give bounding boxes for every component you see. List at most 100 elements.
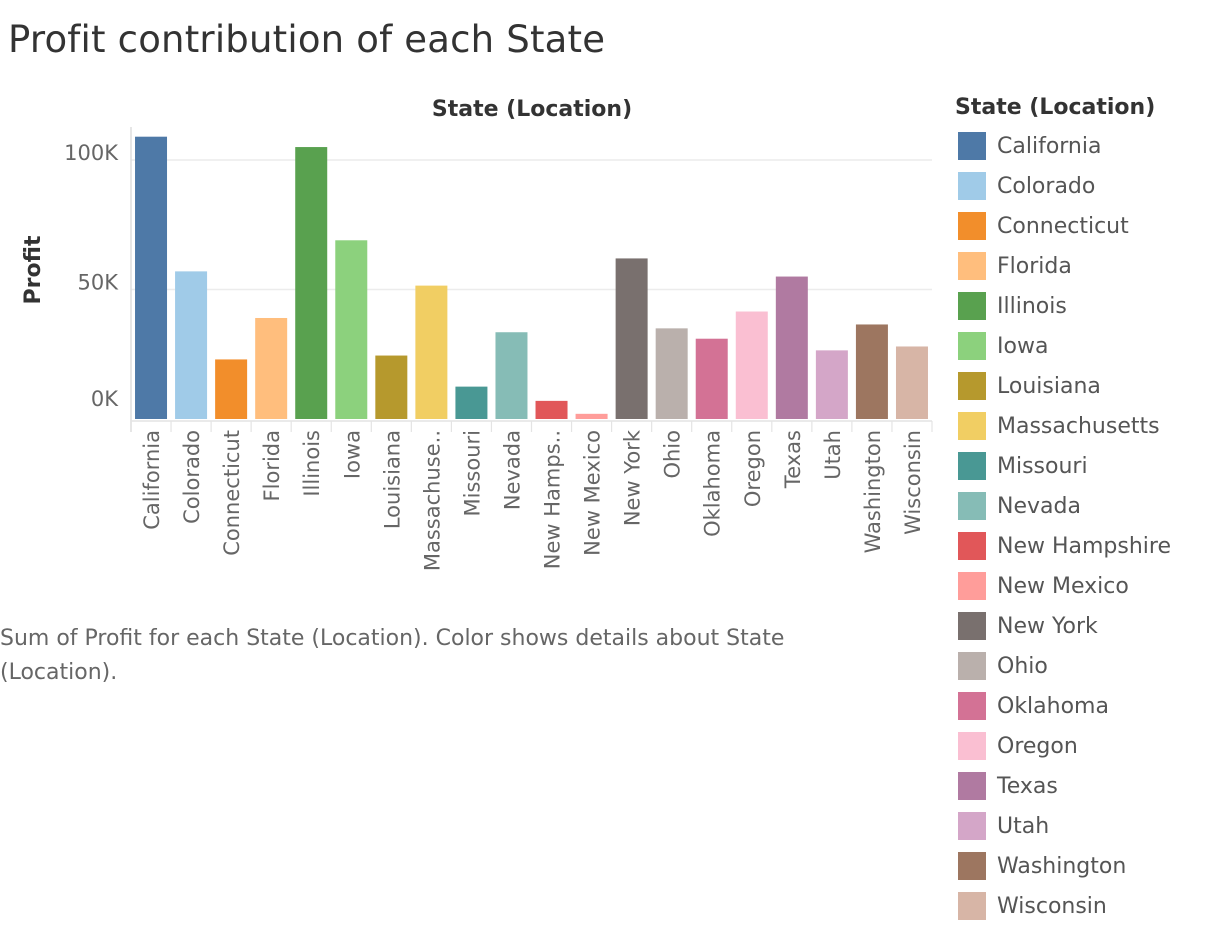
x-tick-label: New Mexico <box>581 430 605 556</box>
legend-swatch <box>958 252 986 280</box>
legend-item: Nevada <box>955 486 1225 526</box>
legend-label: Iowa <box>997 333 1049 359</box>
bar-louisiana <box>375 355 408 419</box>
x-tick-label: Florida <box>260 430 284 501</box>
legend-item: New York <box>955 606 1225 646</box>
legend-item: Oklahoma <box>955 686 1225 726</box>
legend-item: New Hampshire <box>955 526 1225 566</box>
legend-label: Ohio <box>997 653 1048 679</box>
legend-label: Nevada <box>997 493 1081 519</box>
legend-label: California <box>997 133 1102 159</box>
legend-item: California <box>955 126 1225 166</box>
x-tick-label: Colorado <box>180 430 204 524</box>
legend-swatch <box>958 892 986 920</box>
legend-swatch <box>958 372 986 400</box>
legend-swatch <box>958 572 986 600</box>
x-tick-label: New Hamps.. <box>541 430 565 569</box>
legend-item: Illinois <box>955 286 1225 326</box>
legend-label: Utah <box>997 813 1050 839</box>
legend-label: Wisconsin <box>997 893 1107 919</box>
bar-texas <box>775 276 808 419</box>
bar-utah <box>815 350 848 419</box>
chart-caption: Sum of Profit for each State (Location).… <box>0 626 785 685</box>
bar-missouri <box>455 386 488 419</box>
legend-swatch <box>958 292 986 320</box>
x-tick-label: Wisconsin <box>901 430 925 535</box>
bar-connecticut <box>215 359 248 419</box>
legend-swatch <box>958 412 986 440</box>
legend-label: Florida <box>997 253 1072 279</box>
bar-wisconsin <box>895 346 928 419</box>
legend-item: Missouri <box>955 446 1225 486</box>
bar-oregon <box>735 311 768 419</box>
x-tick-label: Washington <box>861 430 885 553</box>
bar-new-mexico <box>575 413 608 419</box>
legend-swatch <box>958 852 986 880</box>
bar-ohio <box>655 328 688 419</box>
legend-item: Texas <box>955 766 1225 806</box>
legend-swatch <box>958 812 986 840</box>
legend-item: Washington <box>955 846 1225 886</box>
legend-item: Connecticut <box>955 206 1225 246</box>
x-tick-label: Iowa <box>340 430 364 479</box>
bar-chart: 0K 50K 100K State (Location) Profit Californi… <box>21 97 933 571</box>
x-tick-label: Connecticut <box>220 430 244 556</box>
bar-nevada <box>495 332 528 419</box>
legend-label: Oregon <box>997 733 1078 759</box>
legend-item: Massachusetts <box>955 406 1225 446</box>
legend-label: Colorado <box>997 173 1096 199</box>
legend-item: Florida <box>955 246 1225 286</box>
x-tick-label: Missouri <box>460 430 484 516</box>
legend-swatch <box>958 772 986 800</box>
bar-florida <box>255 317 288 419</box>
legend-item: Wisconsin <box>955 886 1225 926</box>
y-tick-label: 100K <box>64 141 119 165</box>
legend-item: Colorado <box>955 166 1225 206</box>
legend-swatch <box>958 692 986 720</box>
x-tick-label: Nevada <box>500 430 524 510</box>
legend-title: State (Location) <box>955 95 1156 120</box>
y-tick-label: 0K <box>91 387 119 411</box>
x-tick-label: Texas <box>781 430 805 489</box>
legend-swatch <box>958 532 986 560</box>
bar-iowa <box>335 240 368 419</box>
legend-label: Connecticut <box>997 213 1129 239</box>
legend-label: Washington <box>997 853 1127 879</box>
legend-swatch <box>958 492 986 520</box>
x-axis-title: State (Location) <box>432 97 632 122</box>
x-tick-label: Utah <box>821 430 845 480</box>
legend-item: New Mexico <box>955 566 1225 606</box>
legend-label: Illinois <box>997 293 1067 319</box>
legend-item: Oregon <box>955 726 1225 766</box>
legend-items: California Colorado Connecticut Florida Illi… <box>955 126 1225 926</box>
legend-swatch <box>958 612 986 640</box>
x-tick-label: Illinois <box>300 430 324 497</box>
x-tick-label: Oregon <box>741 430 765 507</box>
legend-item: Ohio <box>955 646 1225 686</box>
bar-illinois <box>295 147 328 420</box>
bar-colorado <box>175 271 208 419</box>
legend-label: New Hampshire <box>997 533 1172 559</box>
legend-label: Massachusetts <box>997 413 1160 439</box>
bar-new-york <box>615 258 648 419</box>
x-tick-label: Oklahoma <box>701 430 725 537</box>
legend-swatch <box>958 132 986 160</box>
y-axis-title: Profit <box>21 235 46 304</box>
x-tick-label: Ohio <box>661 430 685 479</box>
legend-swatch <box>958 332 986 360</box>
legend-label: Louisiana <box>997 373 1101 399</box>
legend-label: Oklahoma <box>997 693 1109 719</box>
legend-label: Missouri <box>997 453 1088 479</box>
x-tick-label: New York <box>621 429 645 526</box>
legend-label: New Mexico <box>997 573 1129 599</box>
legend-swatch <box>958 212 986 240</box>
bar-massachusetts <box>415 285 448 419</box>
bar-california <box>135 136 168 419</box>
legend-swatch <box>958 452 986 480</box>
bar-oklahoma <box>695 338 728 419</box>
legend-swatch <box>958 652 986 680</box>
legend-item: Utah <box>955 806 1225 846</box>
legend-item: Iowa <box>955 326 1225 366</box>
bar-washington <box>855 324 888 419</box>
y-tick-label: 50K <box>78 271 120 295</box>
